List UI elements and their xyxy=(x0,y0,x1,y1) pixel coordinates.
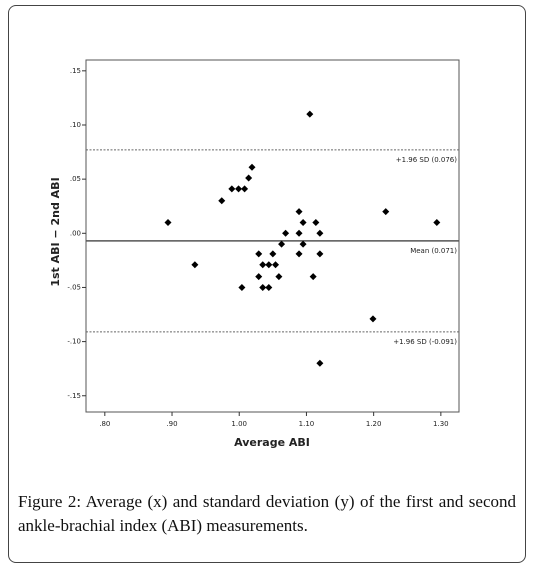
y-tick-label: -.10 xyxy=(67,338,81,346)
point xyxy=(295,250,303,258)
point xyxy=(278,240,286,248)
point xyxy=(238,283,246,291)
point xyxy=(309,273,317,281)
figure-frame xyxy=(8,5,526,563)
point xyxy=(316,229,324,237)
caption-label: Figure 2: xyxy=(18,492,82,511)
point xyxy=(282,229,290,237)
point xyxy=(255,273,263,281)
point xyxy=(306,110,314,118)
point xyxy=(275,273,283,281)
point xyxy=(241,185,249,193)
y-tick-label: .15 xyxy=(70,67,81,75)
point xyxy=(295,208,303,216)
point xyxy=(164,218,172,226)
point xyxy=(191,261,199,269)
chart: Average ABI 1st ABI − 2nd ABI .15 .10 .05.… xyxy=(49,59,460,449)
point xyxy=(299,240,307,248)
point xyxy=(265,283,273,291)
point xyxy=(382,208,390,216)
point xyxy=(259,261,267,269)
point xyxy=(369,315,377,323)
point xyxy=(245,174,253,182)
point xyxy=(299,218,307,226)
y-tick-label: -.15 xyxy=(67,392,81,400)
x-tick-label: .90 xyxy=(166,420,177,428)
point xyxy=(316,359,324,367)
point xyxy=(218,197,226,205)
y-tick-label: -.05 xyxy=(67,283,81,291)
point xyxy=(272,261,280,269)
x-axis-title: Average ABI xyxy=(234,436,310,449)
reference-label: +1.96 SD (-0.091) xyxy=(393,338,457,346)
point xyxy=(316,250,324,258)
y-tick-label: .05 xyxy=(70,175,81,183)
plot-frame xyxy=(85,59,460,413)
x-tick-label: .80 xyxy=(99,420,110,428)
point xyxy=(228,185,236,193)
caption-text: Average (x) and standard deviation (y) o… xyxy=(18,492,517,535)
x-tick-label: 1.10 xyxy=(299,420,315,428)
x-tick-label: 1.00 xyxy=(231,420,247,428)
point xyxy=(255,250,263,258)
point xyxy=(265,261,273,269)
x-tick-label: 1.30 xyxy=(433,420,449,428)
point xyxy=(295,229,303,237)
point xyxy=(312,218,320,226)
point xyxy=(433,218,441,226)
reference-label: +1.96 SD (0.076) xyxy=(396,156,458,164)
caption: Figure 2: Average (x) and standard devia… xyxy=(18,490,516,538)
y-tick-label: .00 xyxy=(70,229,81,237)
x-tick-label: 1.20 xyxy=(366,420,382,428)
y-axis-title: 1st ABI − 2nd ABI xyxy=(49,177,62,286)
point xyxy=(235,185,243,193)
point xyxy=(259,283,267,291)
y-tick-label: .10 xyxy=(70,121,81,129)
reference-label: Mean (0.071) xyxy=(410,247,457,255)
point xyxy=(269,250,277,258)
point xyxy=(248,163,256,171)
